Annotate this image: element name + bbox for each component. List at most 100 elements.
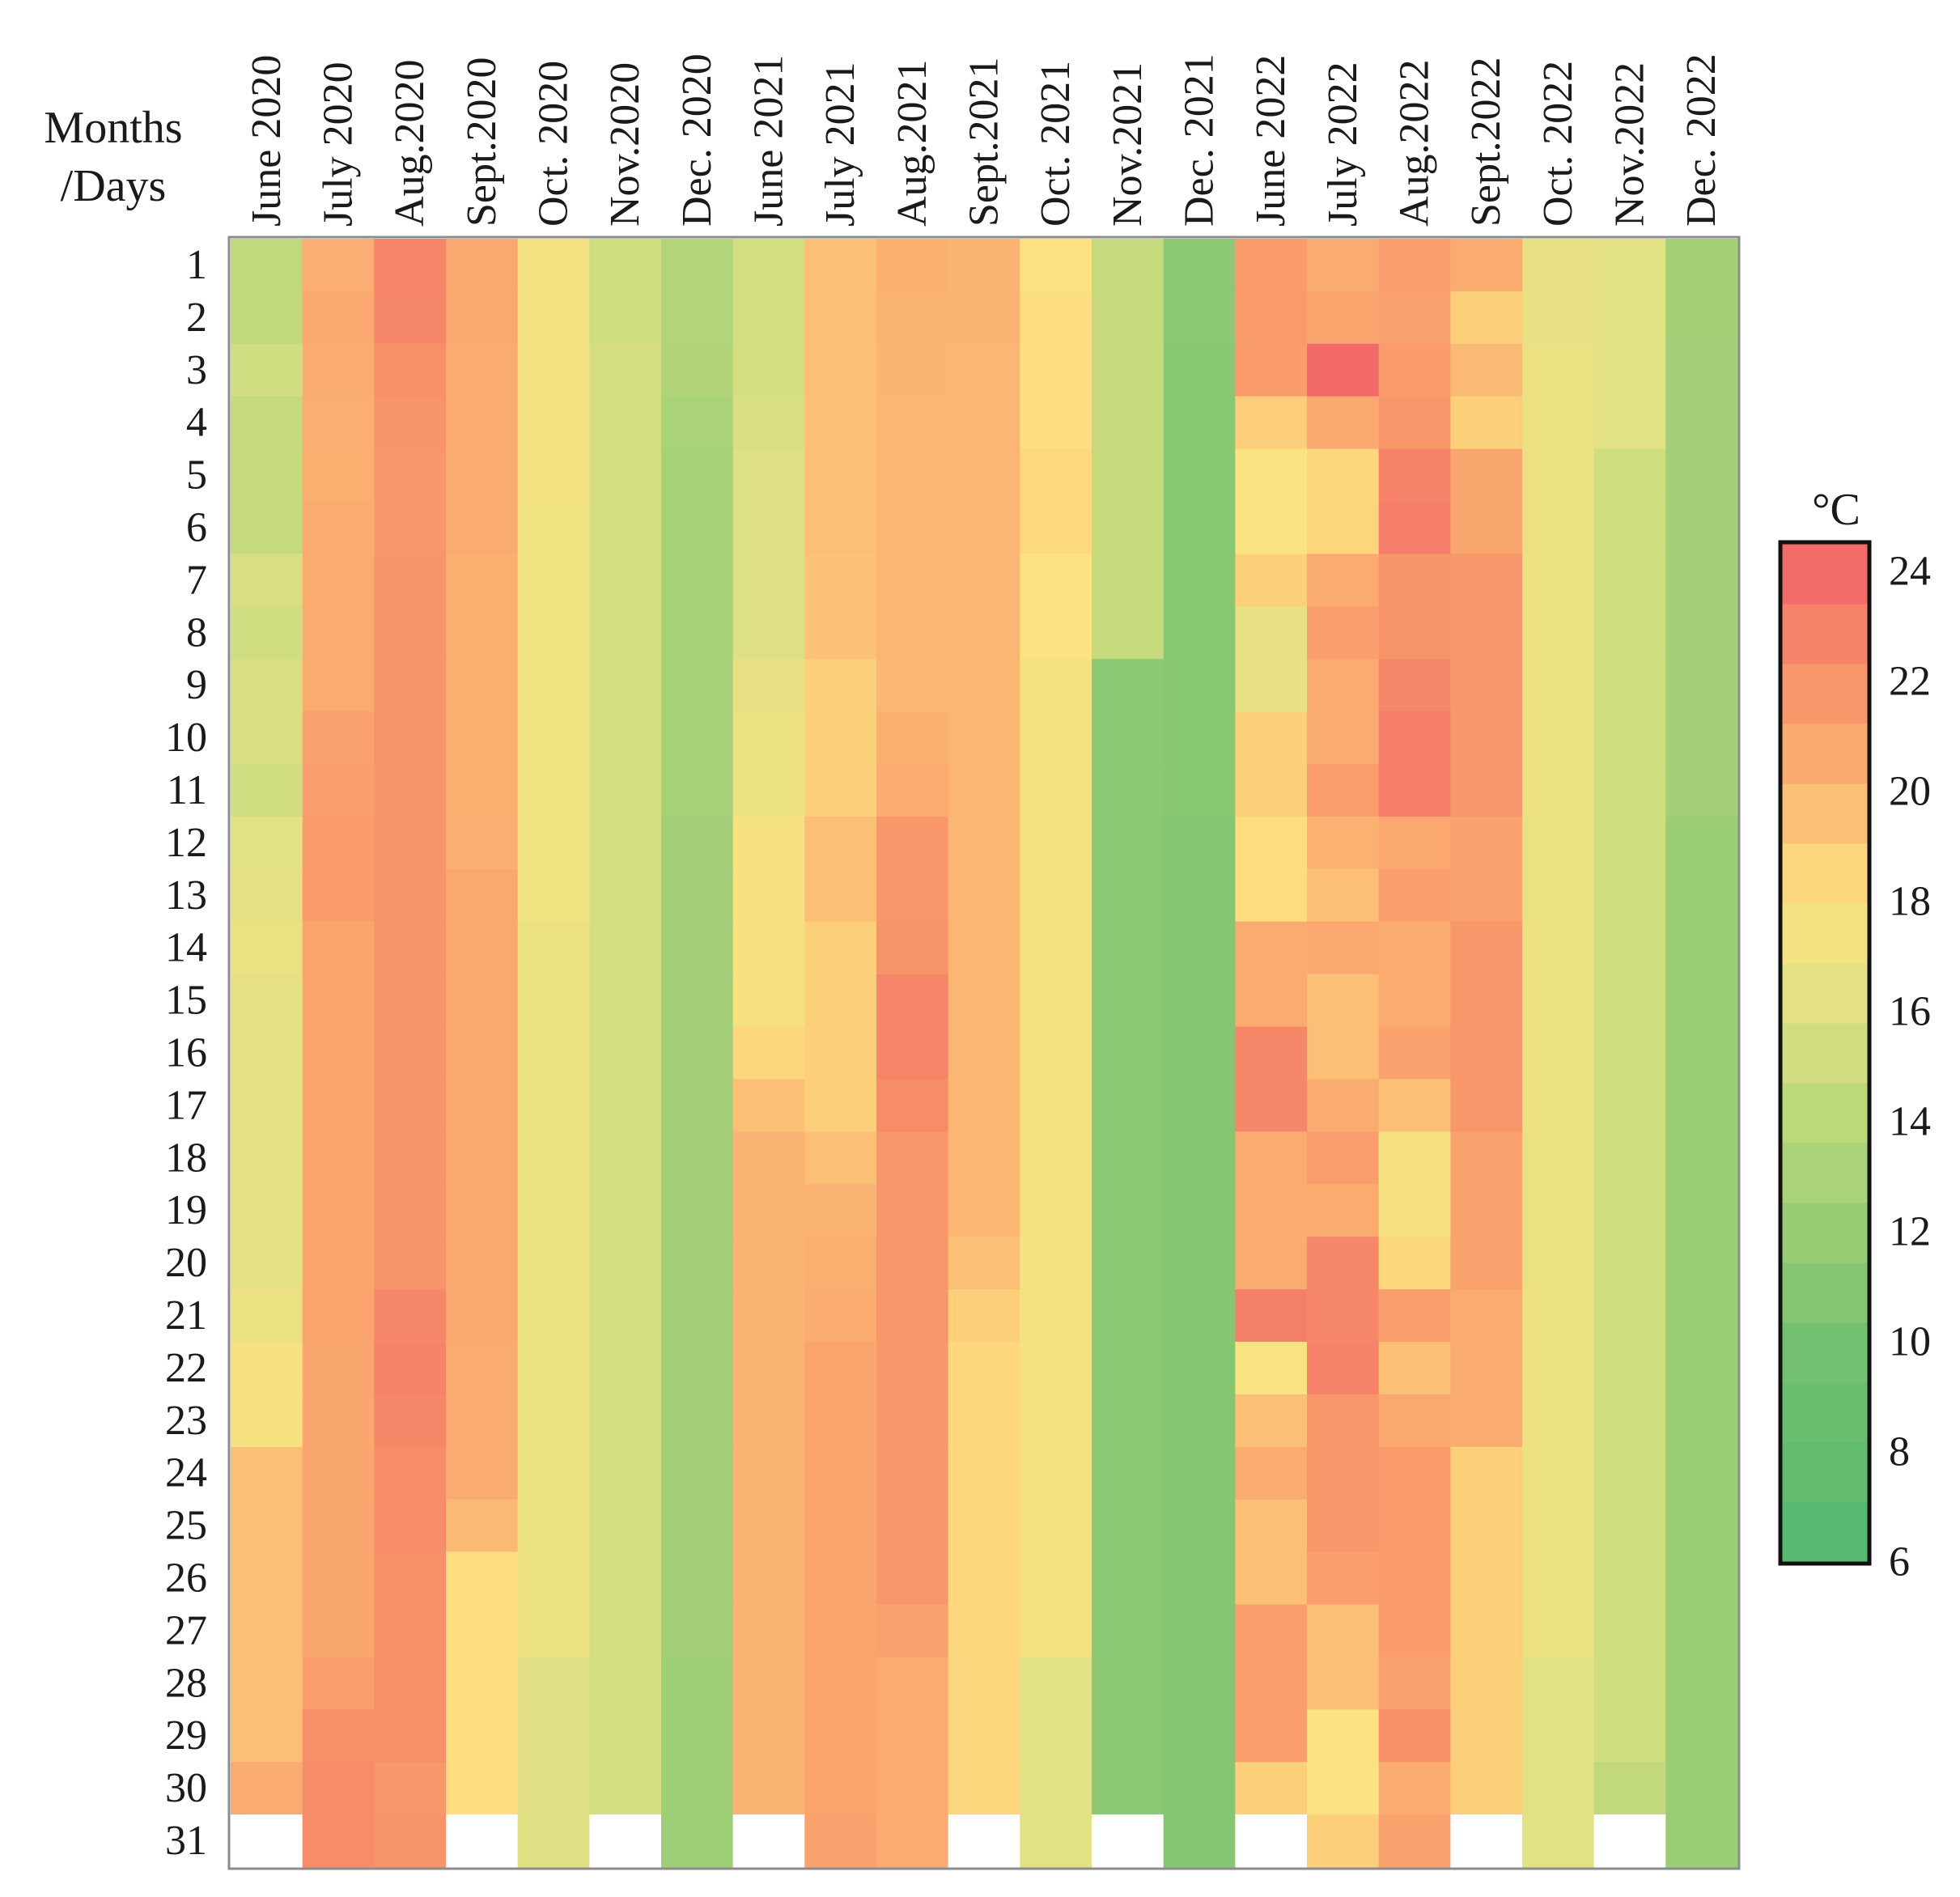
heatmap-cell (1092, 1184, 1165, 1237)
heatmap-cell (517, 921, 590, 975)
heatmap-cell (732, 343, 805, 397)
heatmap-cell (589, 816, 662, 870)
heatmap-cell (804, 1289, 877, 1343)
heatmap-cell (1163, 1604, 1236, 1657)
heatmap-cell (876, 711, 949, 765)
y-tick-label: 12 (165, 820, 207, 866)
y-tick-label: 20 (165, 1240, 207, 1286)
heatmap-cell (1522, 1184, 1595, 1237)
x-tick-label: Sept.2022 (1463, 57, 1509, 227)
heatmap-cell (1522, 554, 1595, 607)
plot-frame (227, 236, 1741, 1870)
heatmap-cell (661, 659, 734, 712)
y-tick-label: 6 (186, 505, 207, 551)
heatmap-cell (1092, 659, 1165, 712)
heatmap-cell (1163, 921, 1236, 975)
heatmap-cell (1522, 1604, 1595, 1657)
y-tick-label: 10 (165, 715, 207, 761)
heatmap-cell (876, 1341, 949, 1395)
heatmap-cell (374, 1394, 447, 1448)
heatmap-cell (1665, 1709, 1738, 1763)
y-tick-label: 25 (165, 1503, 207, 1549)
heatmap-cell (1307, 711, 1380, 765)
heatmap-cell (374, 291, 447, 345)
heatmap-cell (1593, 1237, 1666, 1290)
heatmap-cell (1378, 606, 1451, 660)
heatmap-cell (1593, 1026, 1666, 1080)
x-tick-label: Nov.2021 (1105, 62, 1151, 227)
heatmap-cell (804, 921, 877, 975)
heatmap-cell (302, 1237, 375, 1290)
heatmap-cell (1092, 606, 1165, 660)
heatmap-cell (446, 1341, 519, 1395)
heatmap-cell (948, 974, 1020, 1028)
heatmap-cell (302, 1289, 375, 1343)
heatmap-cell (589, 659, 662, 712)
heatmap-cell (661, 1762, 734, 1815)
y-tick-label: 26 (165, 1555, 207, 1602)
heatmap-cell (948, 448, 1020, 503)
heatmap-cell (589, 1184, 662, 1237)
heatmap-cell (231, 1446, 303, 1500)
heatmap-cell (732, 606, 805, 660)
heatmap-cell (231, 1341, 303, 1395)
heatmap-cell (1593, 868, 1666, 923)
heatmap-cell (1092, 1131, 1165, 1185)
heatmap-cell (1235, 659, 1308, 712)
heatmap-cell (1665, 554, 1738, 607)
colorbar: °C 6 8 10 12 14 16 18 20 22 24 (1778, 485, 1931, 1585)
heatmap-cell (1522, 1814, 1595, 1868)
heatmap-cell (1522, 1657, 1595, 1710)
colorbar-tick-label: 12 (1889, 1209, 1931, 1255)
heatmap-cell (1235, 1709, 1308, 1763)
heatmap-cell (589, 396, 662, 450)
heatmap-cell (374, 343, 447, 397)
heatmap-cell (804, 659, 877, 712)
heatmap-cell (231, 239, 303, 292)
y-tick-label: 24 (165, 1450, 207, 1496)
heatmap-cell (1665, 816, 1738, 870)
heatmap-cell (804, 1079, 877, 1132)
heatmap-cell (1593, 764, 1666, 817)
heatmap-cell (661, 1289, 734, 1343)
colorbar-tick-label: 6 (1889, 1539, 1910, 1585)
colorbar-swatch (1782, 604, 1868, 664)
heatmap-cell (804, 974, 877, 1028)
heatmap-cell (804, 764, 877, 817)
heatmap-cell (374, 1551, 447, 1606)
heatmap-cell (517, 1499, 590, 1553)
heatmap-cell (374, 1026, 447, 1080)
heatmap-cell (661, 606, 734, 660)
heatmap-cell (1450, 1289, 1523, 1343)
heatmap-cell (1307, 659, 1380, 712)
heatmap-cell (1665, 1762, 1738, 1815)
heatmap-cell (948, 501, 1020, 555)
heatmap-cell (948, 659, 1020, 712)
heatmap-cell (1020, 448, 1092, 503)
heatmap-cell (804, 1446, 877, 1500)
heatmap-cell (1665, 1604, 1738, 1657)
heatmap-cell (1235, 1079, 1308, 1132)
heatmap-cell (374, 1499, 447, 1553)
heatmap-cell (1235, 1657, 1308, 1710)
heatmap-cell (1092, 554, 1165, 607)
heatmap-cell (589, 1289, 662, 1343)
heatmap-cell (661, 343, 734, 397)
x-tick-label: Oct. 2022 (1535, 61, 1581, 227)
heatmap-cell (517, 1709, 590, 1763)
heatmap-cell (1307, 606, 1380, 660)
heatmap-cell (302, 1131, 375, 1185)
heatmap-cell (589, 1446, 662, 1500)
colorbar-swatch (1782, 903, 1868, 964)
heatmap-cell (374, 1446, 447, 1500)
y-tick-label: 3 (186, 347, 207, 393)
heatmap-cell (1522, 1709, 1595, 1763)
heatmap-cell (374, 554, 447, 607)
heatmap-cell (1163, 396, 1236, 450)
heatmap-cell (446, 921, 519, 975)
heatmap-cell (1307, 1709, 1380, 1763)
heatmap-cell (589, 343, 662, 397)
heatmap-cell (1307, 1184, 1380, 1237)
heatmap-cell (1665, 1184, 1738, 1237)
heatmap-cell (231, 659, 303, 712)
